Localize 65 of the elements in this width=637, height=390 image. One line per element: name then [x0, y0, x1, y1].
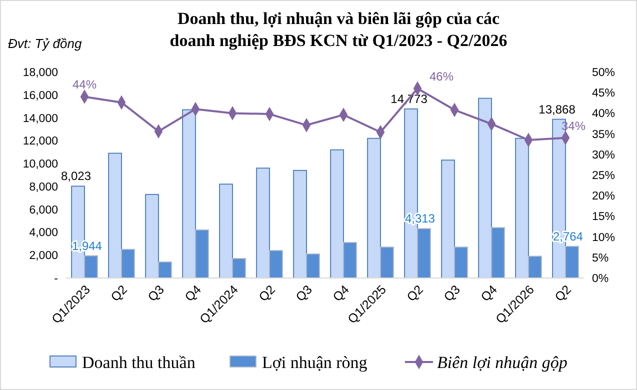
y2-tick-label: 30% — [592, 149, 616, 162]
bar — [454, 246, 468, 278]
data-label: 8,023 — [61, 169, 92, 184]
bar — [182, 109, 196, 278]
chart-title: Doanh thu, lợi nhuận và biên lãi gộp của các doanh nghiệp BĐS KCN từ Q1/2023 - Q2/2026 — [170, 9, 508, 50]
bar — [158, 261, 172, 278]
bar — [219, 184, 233, 278]
bar — [108, 152, 122, 278]
bar — [121, 248, 135, 278]
bar — [515, 138, 529, 278]
x-tick-label: Q4 — [330, 282, 352, 304]
y-tick-label: 2,000 — [29, 250, 58, 262]
bar — [528, 256, 542, 278]
x-tick-label: Q3 — [145, 282, 167, 304]
x-tick-label: Q3 — [441, 282, 463, 304]
bar — [491, 227, 505, 278]
x-tick-label: Q2 — [108, 282, 130, 304]
x-tick-label: Q2 — [552, 282, 574, 304]
x-tick-label: Q2 — [256, 282, 278, 304]
x-tick-label: Q3 — [293, 282, 315, 304]
y-tick-label: - — [54, 273, 58, 285]
legend-label: Biên lợi nhuận gộp — [437, 353, 568, 372]
legend-label: Lợi nhuận ròng — [262, 353, 368, 372]
y2-tick-label: 15% — [592, 211, 616, 224]
y2-tick-label: 25% — [592, 170, 616, 182]
y2-tick-label: 10% — [592, 232, 616, 244]
bar — [232, 258, 246, 278]
bar — [269, 250, 283, 278]
bar — [441, 160, 455, 278]
y2-tick-label: 40% — [592, 108, 616, 120]
text: Đvt: Tỷ đồng — [8, 36, 82, 51]
y-tick-label: 18,000 — [22, 67, 58, 79]
bar — [478, 98, 492, 278]
y2-tick-label: 20% — [592, 190, 616, 203]
y-tick-label: 10,000 — [22, 158, 58, 171]
bar — [565, 246, 579, 278]
y-tick-label: 12,000 — [22, 136, 58, 148]
y-tick-label: 6,000 — [29, 204, 58, 216]
data-label: 13,868 — [538, 102, 576, 116]
bar — [293, 170, 307, 278]
bar — [256, 168, 270, 278]
y2-tick-label: 5% — [592, 252, 609, 264]
bar — [84, 255, 98, 278]
bar — [367, 138, 381, 278]
y2-tick-label: 35% — [592, 128, 616, 141]
y2-tick-label: 45% — [592, 88, 616, 100]
bar — [330, 149, 344, 278]
y-tick-label: 8,000 — [29, 181, 58, 194]
y2-tick-label: 50% — [592, 67, 616, 79]
x-tick-label: Q2 — [404, 282, 426, 304]
bar — [145, 194, 159, 278]
bar — [417, 228, 431, 278]
data-label: 44% — [72, 78, 97, 92]
bar — [195, 229, 209, 278]
legend-label: Doanh thu thuần — [82, 353, 196, 372]
data-label: 46% — [430, 69, 454, 84]
x-tick-label: Q4 — [182, 282, 204, 304]
y2-tick-label: 0% — [592, 273, 609, 285]
bar — [380, 246, 394, 278]
y-tick-label: 16,000 — [22, 90, 58, 102]
x-tick-label: Q4 — [478, 282, 500, 304]
bar — [306, 253, 320, 278]
y-tick-label: 14,000 — [22, 112, 58, 125]
y-tick-label: 4,000 — [29, 227, 58, 240]
bar — [343, 242, 357, 278]
